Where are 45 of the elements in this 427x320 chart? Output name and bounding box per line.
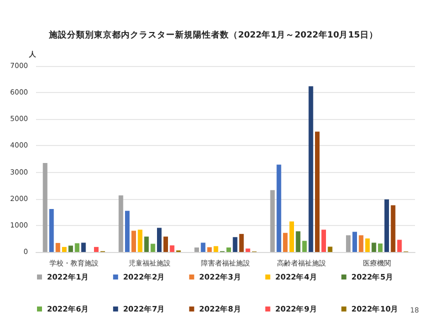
bar <box>157 228 162 252</box>
bar <box>150 244 156 252</box>
bar <box>42 162 48 252</box>
bar <box>138 230 142 252</box>
bar <box>276 164 282 252</box>
bar <box>56 242 60 252</box>
bar <box>346 235 351 252</box>
bar <box>94 246 99 252</box>
bar <box>144 236 149 252</box>
bar <box>308 86 314 252</box>
bar <box>131 230 136 252</box>
bar <box>62 246 67 252</box>
bar <box>283 232 288 252</box>
bar <box>125 210 130 252</box>
bar <box>49 208 54 252</box>
bar <box>352 232 357 252</box>
bar <box>315 132 320 252</box>
bar <box>372 242 376 252</box>
bar <box>74 243 80 252</box>
bar <box>358 235 364 252</box>
bar <box>384 199 389 252</box>
bar <box>289 221 294 252</box>
bar <box>163 236 168 252</box>
bar <box>270 190 275 252</box>
chart-title: 施設分類別東京都内クラスター新規陽性者数（2022年1月～2022年10月15日） <box>48 30 378 40</box>
bar <box>378 243 383 252</box>
bar <box>302 240 307 252</box>
bar <box>246 248 250 252</box>
bar <box>390 205 396 252</box>
bar <box>170 245 174 252</box>
bar <box>81 242 86 252</box>
bar <box>226 247 231 252</box>
bar <box>239 234 244 252</box>
bar <box>296 231 300 252</box>
bar <box>200 242 206 252</box>
bar <box>68 246 73 252</box>
bar <box>194 247 199 252</box>
bar <box>365 238 370 252</box>
bar <box>321 230 326 252</box>
bar <box>397 240 402 252</box>
bar <box>214 246 218 252</box>
bar <box>207 247 212 252</box>
bar <box>118 195 124 252</box>
bar <box>232 237 238 252</box>
bar <box>328 246 332 252</box>
